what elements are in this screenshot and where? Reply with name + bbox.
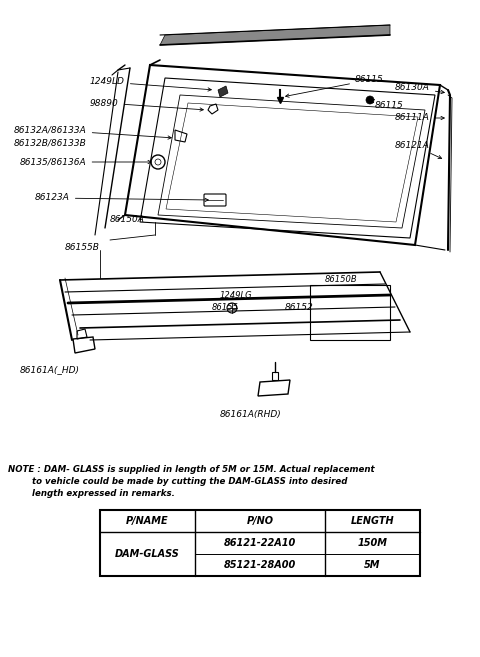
Text: 86115: 86115 [286,76,384,97]
Text: 86121A: 86121A [395,141,442,158]
Text: P/NAME: P/NAME [126,516,169,526]
Circle shape [366,96,374,104]
Text: to vehicle could be made by cutting the DAM-GLASS into desired: to vehicle could be made by cutting the … [8,477,348,486]
Polygon shape [218,86,228,97]
Polygon shape [160,25,390,45]
Text: 1249LD: 1249LD [90,78,211,91]
Bar [100,510,420,576]
Text: 85121-28A00: 85121-28A00 [224,560,296,570]
Text: 1249LG: 1249LG [220,290,252,300]
Text: 86115: 86115 [371,99,404,110]
Text: P/NO: P/NO [247,516,274,526]
Text: 86135/86136A: 86135/86136A [20,158,151,166]
Text: 86150A: 86150A [110,215,145,225]
Text: DAM-GLASS: DAM-GLASS [115,549,180,559]
Text: 86155B: 86155B [65,244,100,252]
Text: 86111A: 86111A [395,114,444,122]
Text: 86132B/86133B: 86132B/86133B [14,139,87,148]
Text: 86150B: 86150B [325,275,358,284]
Text: 86155: 86155 [212,304,239,313]
Text: 150M: 150M [358,538,387,548]
Text: 98890: 98890 [90,99,204,111]
Text: 86123A: 86123A [35,194,208,202]
Text: 86152: 86152 [285,304,314,313]
Bar [310,285,390,340]
Text: length expressed in remarks.: length expressed in remarks. [8,489,175,498]
Text: 86161A(RHD): 86161A(RHD) [220,411,282,420]
Text: NOTE : DAM- GLASS is supplied in length of 5M or 15M. Actual replacement: NOTE : DAM- GLASS is supplied in length … [8,465,374,474]
Text: 86132A/86133A: 86132A/86133A [14,125,171,139]
Text: 86130A: 86130A [395,83,444,94]
Text: LENGTH: LENGTH [351,516,394,526]
Text: 86161A(_HD): 86161A(_HD) [20,365,80,374]
Text: 86121-22A10: 86121-22A10 [224,538,296,548]
Text: 5M: 5M [364,560,381,570]
